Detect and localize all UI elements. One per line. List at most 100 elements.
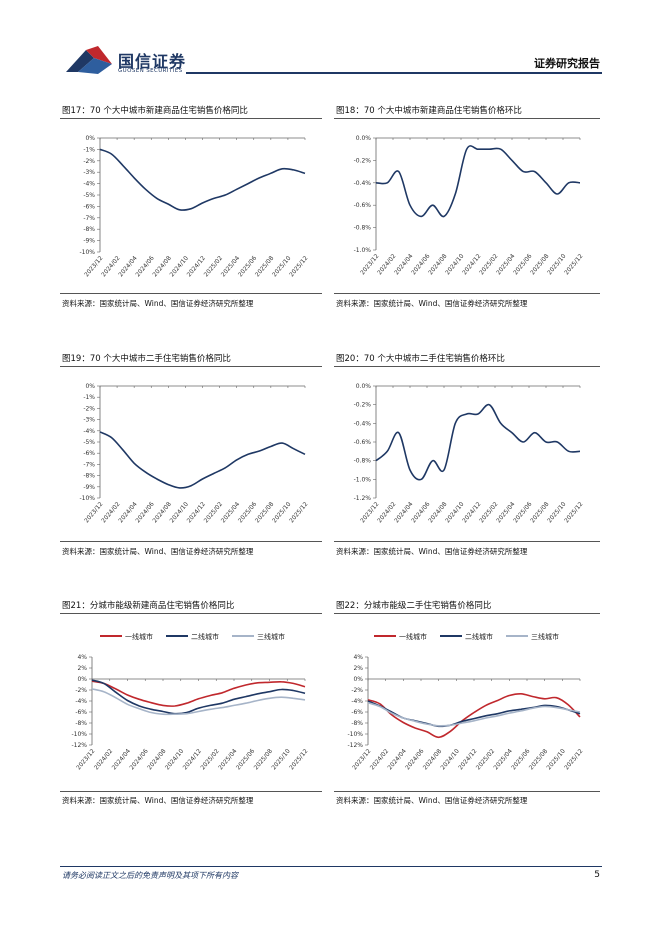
y-tick-label: -4% <box>75 698 87 705</box>
figure-18-source: 资料来源：国家统计局、Wind、国信证券经济研究所整理 <box>336 299 528 308</box>
series-line-2 <box>367 700 581 728</box>
figure-22-source: 资料来源：国家统计局、Wind、国信证券经济研究所整理 <box>336 796 528 805</box>
report-type-label: 证券研究报告 <box>534 57 600 70</box>
x-tick-label: 2025/12 <box>563 501 585 525</box>
y-tick-label: -9% <box>83 484 95 491</box>
x-tick-label: 2025/12 <box>288 501 310 525</box>
y-tick-label: 0.0% <box>356 383 372 390</box>
y-tick-label: -1% <box>83 146 95 153</box>
y-tick-label: -10% <box>79 249 95 256</box>
figure-18-chart: 0.0%-0.2%-0.4%-0.6%-0.8%-1.0%2023/122024… <box>354 135 585 276</box>
disclaimer-text: 请务必阅读正文之后的免责声明及其项下所有内容 <box>62 871 238 880</box>
figure-20-top-rule <box>334 366 600 367</box>
y-tick-label: -8% <box>83 473 95 480</box>
y-tick-label: -10% <box>79 495 95 502</box>
y-tick-label: -8% <box>83 226 95 233</box>
y-tick-label: -2% <box>75 687 87 694</box>
figure-22-chart: 一线城市 二线城市 三线城市 4% 2% 0% -2% -4% -6% -8% -10% -12% 20… <box>347 632 585 772</box>
y-tick-label: -0.8% <box>354 458 372 465</box>
y-tick-label: -7% <box>83 215 95 222</box>
figure-19-source: 资料来源：国家统计局、Wind、国信证券经济研究所整理 <box>62 547 254 556</box>
y-tick-label: -6% <box>351 709 363 716</box>
page-number: 5 <box>594 870 600 880</box>
page-header: 国信证券 GUOSEN SECURITIES 证券研究报告 <box>0 0 662 80</box>
y-tick-label: -9% <box>83 238 95 245</box>
figure-17-bottom-rule <box>60 293 322 294</box>
y-tick-label: -7% <box>83 461 95 468</box>
x-tick-label: 2025/12 <box>288 255 310 279</box>
figure-17-top-rule <box>60 118 322 119</box>
figure-20-source: 资料来源：国家统计局、Wind、国信证券经济研究所整理 <box>336 547 528 556</box>
y-tick-label: -0.6% <box>354 439 372 446</box>
y-tick-label: -0.2% <box>354 157 372 164</box>
y-tick-label: -1.2% <box>354 495 372 502</box>
series-line-1 <box>367 692 581 739</box>
header-divider <box>186 72 602 74</box>
legend-label-2: 二线城市 <box>191 632 219 641</box>
y-tick-label: -6% <box>83 450 95 457</box>
y-tick-label: 0% <box>85 383 95 390</box>
y-tick-label: -10% <box>347 731 363 738</box>
y-tick-label: 4% <box>353 654 363 661</box>
y-tick-label: -10% <box>71 731 87 738</box>
y-tick-label: 2% <box>77 665 87 672</box>
brand-name: 国信证券 <box>118 52 187 71</box>
y-tick-label: -4% <box>351 698 363 705</box>
legend-label-1: 一线城市 <box>399 632 427 641</box>
y-tick-label: -4% <box>83 428 95 435</box>
series-line-3 <box>91 688 306 716</box>
y-tick-label: -6% <box>83 203 95 210</box>
y-tick-label: -0.8% <box>354 225 372 232</box>
footer-divider <box>60 866 602 867</box>
figure-22-bottom-rule <box>334 791 600 792</box>
figure-19-top-rule <box>60 366 322 367</box>
figure-20-chart: 0.0%-0.2%-0.4%-0.6%-0.8%-1.0%-1.2%2023/1… <box>354 383 585 525</box>
guosen-logo-icon <box>66 46 112 74</box>
series-line-1 <box>99 148 306 211</box>
figure-17-title: 图17：70 个大中城市新建商品住宅销售价格同比 <box>62 106 248 116</box>
series-line-2 <box>91 679 306 715</box>
figure-22-title: 图22：分城市能级二手住宅销售价格同比 <box>336 601 492 611</box>
figure-18-bottom-rule <box>334 293 600 294</box>
y-tick-label: 2% <box>353 665 363 672</box>
series-line-1 <box>375 145 581 218</box>
y-tick-label: -6% <box>75 709 87 716</box>
legend-label-3: 三线城市 <box>531 632 559 641</box>
y-tick-label: -12% <box>347 742 363 749</box>
y-tick-label: -8% <box>75 720 87 727</box>
x-tick-label: 2025/12 <box>563 748 585 772</box>
y-tick-label: 0% <box>85 135 95 142</box>
figure-20-bottom-rule <box>334 541 600 542</box>
legend-label-3: 三线城市 <box>257 632 285 641</box>
series-line-1 <box>91 680 306 707</box>
y-tick-label: 4% <box>77 654 87 661</box>
brand-name-en: GUOSEN SECURITIES <box>118 68 183 74</box>
y-tick-label: -12% <box>71 742 87 749</box>
figure-21-bottom-rule <box>60 791 322 792</box>
legend-label-1: 一线城市 <box>125 632 153 641</box>
x-tick-label: 2025/12 <box>288 748 310 772</box>
y-tick-label: -2% <box>83 405 95 412</box>
y-tick-label: -0.6% <box>354 202 372 209</box>
y-tick-label: -1% <box>83 394 95 401</box>
figure-18-top-rule <box>334 118 600 119</box>
figure-19-title: 图19：70 个大中城市二手住宅销售价格同比 <box>62 354 231 364</box>
figure-21-chart: 一线城市 二线城市 三线城市 4% 2% 0% -2% -4% -6% -8% -10% -12% 20… <box>71 632 310 772</box>
y-tick-label: -2% <box>83 158 95 165</box>
figure-21-source: 资料来源：国家统计局、Wind、国信证券经济研究所整理 <box>62 796 254 805</box>
y-tick-label: 0% <box>77 676 87 683</box>
figure-19-bottom-rule <box>60 541 322 542</box>
y-tick-label: -0.4% <box>354 420 372 427</box>
y-tick-label: -1.0% <box>354 476 372 483</box>
figure-20-title: 图20：70 个大中城市二手住宅销售价格环比 <box>336 354 505 364</box>
series-line-1 <box>375 403 581 481</box>
legend-label-2: 二线城市 <box>465 632 493 641</box>
figure-19-chart: 0%-1%-2%-3%-4%-5%-6%-7%-8%-9%-10%2023/12… <box>79 383 310 525</box>
figure-21-title: 图21：分城市能级新建商品住宅销售价格同比 <box>62 601 235 611</box>
y-tick-label: -2% <box>351 687 363 694</box>
y-tick-label: -3% <box>83 417 95 424</box>
y-tick-label: -5% <box>83 439 95 446</box>
series-line-3 <box>367 701 581 727</box>
figure-17-chart: 0%-1%-2%-3%-4%-5%-6%-7%-8%-9%-10%2023/12… <box>79 135 310 279</box>
figure-21-top-rule <box>60 613 322 614</box>
